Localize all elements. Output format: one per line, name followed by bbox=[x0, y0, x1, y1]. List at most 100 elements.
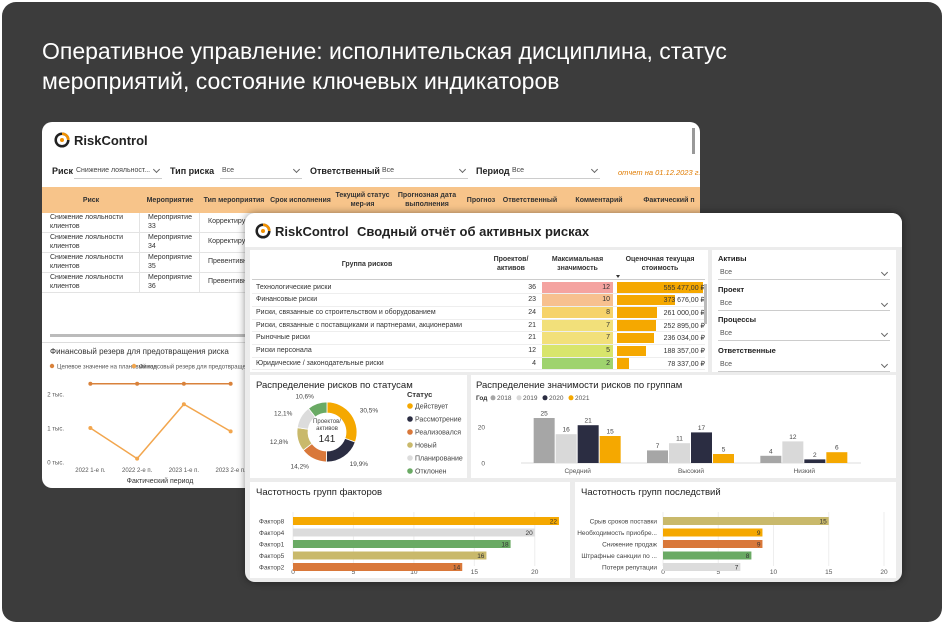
row-rule bbox=[252, 369, 705, 371]
filter-dropdown[interactable]: Все bbox=[510, 164, 600, 179]
y-tick-label: 0 bbox=[481, 461, 485, 468]
chevron bbox=[880, 268, 889, 277]
chart-title: Финансовый резерв для предотвращения рис… bbox=[50, 347, 229, 356]
risk-group: Риски персонала bbox=[256, 347, 312, 354]
y-tick-label: 20 bbox=[478, 425, 486, 432]
legend-marker bbox=[407, 429, 413, 435]
value-label: 20 bbox=[526, 530, 534, 537]
filter-dropdown[interactable]: Снижение лояльност... bbox=[74, 164, 162, 179]
value-label: 11 bbox=[676, 436, 683, 443]
x-tick-label: 10 bbox=[410, 569, 418, 576]
x-tick-label: 0 bbox=[291, 569, 295, 576]
slicer-label: Проект bbox=[718, 284, 745, 294]
bar bbox=[293, 563, 463, 571]
legend-label: 2019 bbox=[523, 395, 538, 402]
header-rule bbox=[252, 279, 705, 280]
legend-label: Целевое значение на плановый год bbox=[57, 364, 157, 371]
bar bbox=[293, 517, 559, 525]
slicer-dropdown[interactable]: Все bbox=[718, 268, 890, 280]
hbar-chart: 0 5 10 15 20 Фактор8 22 Фактор4 20 Фактор1 18 Факто… bbox=[259, 512, 559, 576]
x-tick-label: Высокий bbox=[678, 467, 704, 475]
cost-bar bbox=[617, 294, 675, 306]
y-tick-label: 1 тыс. bbox=[47, 427, 64, 433]
logo-dot bbox=[60, 138, 64, 142]
bar bbox=[647, 450, 668, 463]
value-label: 25 bbox=[541, 411, 549, 418]
significance-value: 8 bbox=[606, 308, 610, 316]
slicer-dropdown[interactable]: Все bbox=[718, 299, 890, 311]
legend-label: Реализовался bbox=[415, 430, 461, 437]
significance-cell bbox=[542, 345, 613, 357]
significance-cell bbox=[542, 319, 613, 332]
significance-cell bbox=[542, 294, 613, 306]
x-tick-label: 2022 2-е п. bbox=[122, 468, 153, 474]
legend-marker bbox=[407, 455, 413, 461]
category-label: Снижение продаж bbox=[602, 541, 658, 548]
significance-value: 7 bbox=[606, 321, 610, 329]
significance-cell bbox=[542, 332, 613, 344]
value-label: 9 bbox=[757, 530, 761, 537]
cost-bar bbox=[617, 345, 647, 356]
bar bbox=[713, 454, 734, 463]
logo-icon bbox=[255, 223, 271, 239]
filter-dropdown[interactable]: Все bbox=[380, 164, 468, 179]
series-point bbox=[181, 402, 186, 407]
cost-label: 236 034,00 ₽ bbox=[663, 335, 705, 343]
slicer-dropdown[interactable]: Все bbox=[718, 360, 890, 372]
x-tick-label: 5 bbox=[716, 569, 720, 576]
legend-label: Действует bbox=[415, 403, 449, 411]
filter-label: Тип риска bbox=[170, 166, 215, 176]
series-point bbox=[228, 429, 233, 434]
table-header: Риск Мероприятие Тип мероприятия Срок испол… bbox=[42, 187, 700, 213]
column-header: Риск bbox=[82, 196, 100, 204]
value-label: 15 bbox=[607, 429, 615, 436]
value-label: 15 bbox=[820, 518, 828, 525]
chevron bbox=[292, 165, 301, 174]
value-label: 5 bbox=[722, 447, 726, 454]
value-label: 6 bbox=[835, 445, 839, 452]
column-header: Проектов/ активов bbox=[493, 256, 529, 272]
column-header: Тип мероприятия bbox=[203, 196, 265, 204]
legend-marker bbox=[407, 416, 413, 422]
legend-marker bbox=[407, 403, 413, 409]
significance-value: 7 bbox=[606, 334, 610, 342]
chart-title: Распределение значимости рисков по групп… bbox=[476, 380, 683, 391]
projects-count: 4 bbox=[532, 359, 536, 367]
bar bbox=[293, 551, 487, 560]
category-label: Потеря репутации bbox=[602, 564, 657, 571]
x-tick-label: Средний bbox=[564, 467, 591, 475]
legend-label: 2021 bbox=[575, 395, 590, 402]
report-date: отчет на 01.12.2023 г. bbox=[618, 168, 700, 177]
slicers: Активы Все Проект Все Процессы Все Ответственн… bbox=[712, 250, 896, 372]
logo-text: RiskControl bbox=[275, 224, 349, 239]
column-header: Группа рисков bbox=[341, 260, 393, 268]
value-label: 7 bbox=[656, 443, 660, 450]
filter-dropdown[interactable]: Все bbox=[220, 164, 302, 179]
value-label: 16 bbox=[477, 553, 485, 560]
significance-value: 12 bbox=[602, 283, 610, 291]
report-title: Сводный отчёт об активных рисках bbox=[357, 224, 590, 239]
bar bbox=[533, 418, 555, 463]
slicer-dropdown[interactable]: Все bbox=[718, 329, 890, 341]
category-label: Фактор8 bbox=[259, 518, 285, 525]
slide-title: Оперативное управление: исполнительская … bbox=[42, 38, 727, 94]
column-header: Ответственный bbox=[502, 196, 558, 204]
y-tick-label: 2 тыс. bbox=[47, 393, 64, 399]
row-rule bbox=[252, 293, 705, 295]
column-header: Текущий статус мер-ия bbox=[335, 192, 390, 208]
chart-title: Частотность групп факторов bbox=[256, 487, 383, 498]
category-label: Срыв сроков поставки bbox=[590, 518, 658, 525]
series-point bbox=[88, 381, 93, 386]
risk-group: Технологические риски bbox=[256, 283, 332, 291]
row-rule bbox=[252, 344, 705, 345]
logo-arc bbox=[61, 132, 70, 141]
legend-marker bbox=[49, 363, 55, 369]
sort-indicator bbox=[616, 275, 620, 278]
legend-marker bbox=[407, 442, 413, 448]
slicer-label: Ответственные bbox=[718, 345, 776, 355]
logo-dot bbox=[261, 229, 265, 233]
projects-count: 21 bbox=[528, 321, 536, 329]
value-label: 12 bbox=[789, 434, 797, 441]
slice-label: 30,5% bbox=[360, 408, 379, 415]
risk-group: Риски, связанные с поставщиками и партне… bbox=[256, 321, 463, 329]
